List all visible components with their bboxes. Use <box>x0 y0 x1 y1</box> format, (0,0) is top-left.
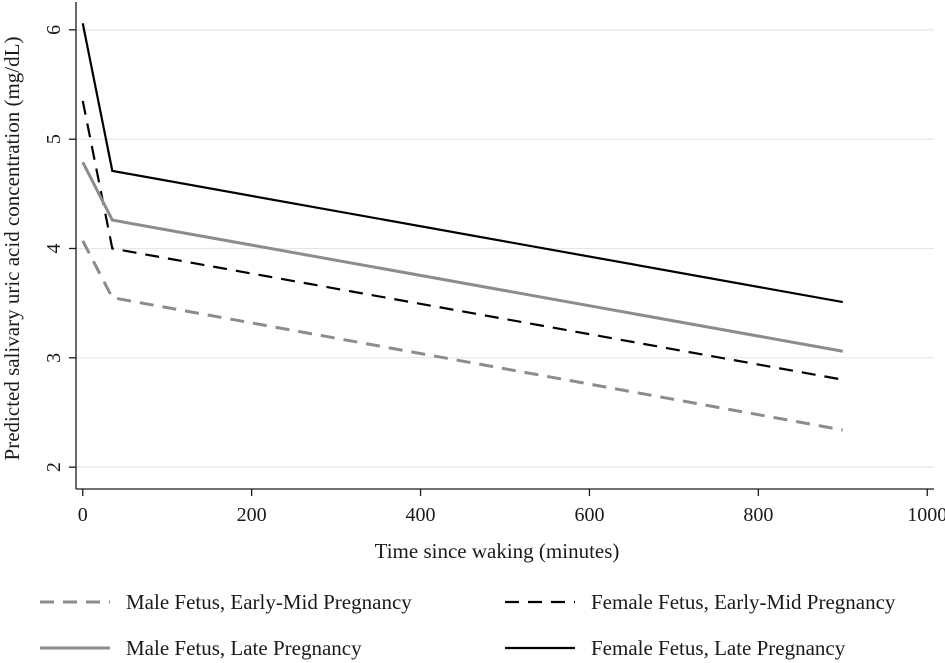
legend-item-2: Female Fetus, Early-Mid Pregnancy <box>505 590 896 614</box>
y-tick-label: 5 <box>43 134 65 144</box>
x-axis-ticks: 0 200 400 600 800 1000 <box>78 489 945 526</box>
legend-item-3: Male Fetus, Late Pregnancy <box>40 636 362 660</box>
x-axis-title: Time since waking (minutes) <box>375 539 620 563</box>
legend-item-1: Male Fetus, Early-Mid Pregnancy <box>40 590 412 614</box>
y-axis-ticks: 2 3 4 5 6 <box>43 25 76 472</box>
y-axis-title: Predicted salivary uric acid concentrati… <box>0 37 24 461</box>
legend-label: Male Fetus, Early-Mid Pregnancy <box>126 590 412 614</box>
legend-label: Female Fetus, Early-Mid Pregnancy <box>591 590 896 614</box>
x-tick-label: 0 <box>78 504 88 526</box>
y-tick-label: 2 <box>43 462 65 472</box>
legend-item-4: Female Fetus, Late Pregnancy <box>505 636 846 660</box>
x-tick-label: 1000 <box>907 504 945 526</box>
x-tick-label: 200 <box>237 504 267 526</box>
series-lines <box>81 23 844 432</box>
axes <box>75 2 934 490</box>
y-tick-label: 6 <box>43 25 65 35</box>
gridlines <box>76 29 934 468</box>
legend: Male Fetus, Early-Mid Pregnancy Female Fe… <box>40 590 896 660</box>
x-tick-label: 600 <box>574 504 604 526</box>
legend-label: Female Fetus, Late Pregnancy <box>591 636 846 660</box>
series-line-2 <box>81 100 843 381</box>
y-tick-label: 4 <box>43 244 65 254</box>
x-tick-label: 800 <box>743 504 773 526</box>
y-tick-label: 3 <box>43 353 65 363</box>
legend-label: Male Fetus, Late Pregnancy <box>126 636 362 660</box>
series-line-3 <box>81 161 844 353</box>
x-tick-label: 400 <box>406 504 436 526</box>
series-line-1 <box>81 240 844 432</box>
series-line-4 <box>81 23 843 304</box>
